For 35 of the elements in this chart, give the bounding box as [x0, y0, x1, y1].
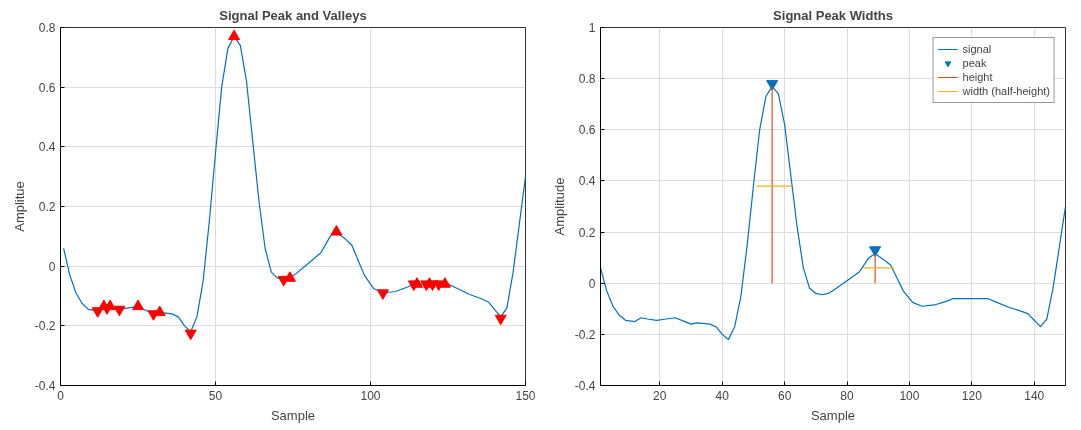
- legend-label: height: [962, 70, 993, 84]
- y-tick-label: 0.2: [578, 225, 596, 240]
- x-tick-label: 150: [515, 388, 536, 403]
- chart-title: Signal Peak and Valleys: [219, 7, 367, 23]
- y-tick-label: 0.8: [578, 72, 596, 87]
- y-tick-label: 1: [588, 21, 596, 35]
- chart-title: Signal Peak Widths: [773, 7, 893, 23]
- y-tick-label: 0.6: [38, 80, 56, 95]
- x-tick-label: 50: [208, 388, 223, 403]
- x-axis-title: Sample: [270, 407, 316, 423]
- x-tick-label: 60: [777, 388, 792, 403]
- y-tick-label: -0.4: [34, 379, 56, 393]
- x-tick-label: 100: [360, 388, 381, 403]
- y-tick-label: 0: [48, 259, 56, 274]
- y-axis-title: Amplitude: [551, 177, 567, 236]
- y-tick-label: -0.2: [34, 319, 56, 334]
- y-tick-label: 0.6: [578, 123, 596, 138]
- x-tick-label: 100: [899, 388, 920, 403]
- x-tick-label: 80: [840, 388, 855, 403]
- y-tick-label: 0: [588, 276, 596, 291]
- y-tick-label: 0.2: [38, 200, 56, 214]
- legend-label: signal: [962, 42, 992, 56]
- y-tick-label: 0.4: [578, 174, 596, 189]
- y-tick-label: -0.2: [574, 327, 596, 342]
- x-tick-label: 140: [1024, 388, 1045, 403]
- x-tick-label: 20: [653, 388, 667, 403]
- x-tick-label: 40: [715, 388, 730, 403]
- x-tick-label: 120: [961, 388, 983, 403]
- y-tick-label: -0.4: [574, 379, 596, 393]
- legend-label: width (half-height): [962, 84, 1050, 98]
- y-tick-label: 0.4: [38, 140, 56, 155]
- y-axis-title: Amplitue: [11, 181, 27, 232]
- legend-label: peak: [962, 56, 987, 70]
- y-tick-label: 0.8: [38, 21, 56, 35]
- x-axis-title: Sample: [810, 407, 856, 423]
